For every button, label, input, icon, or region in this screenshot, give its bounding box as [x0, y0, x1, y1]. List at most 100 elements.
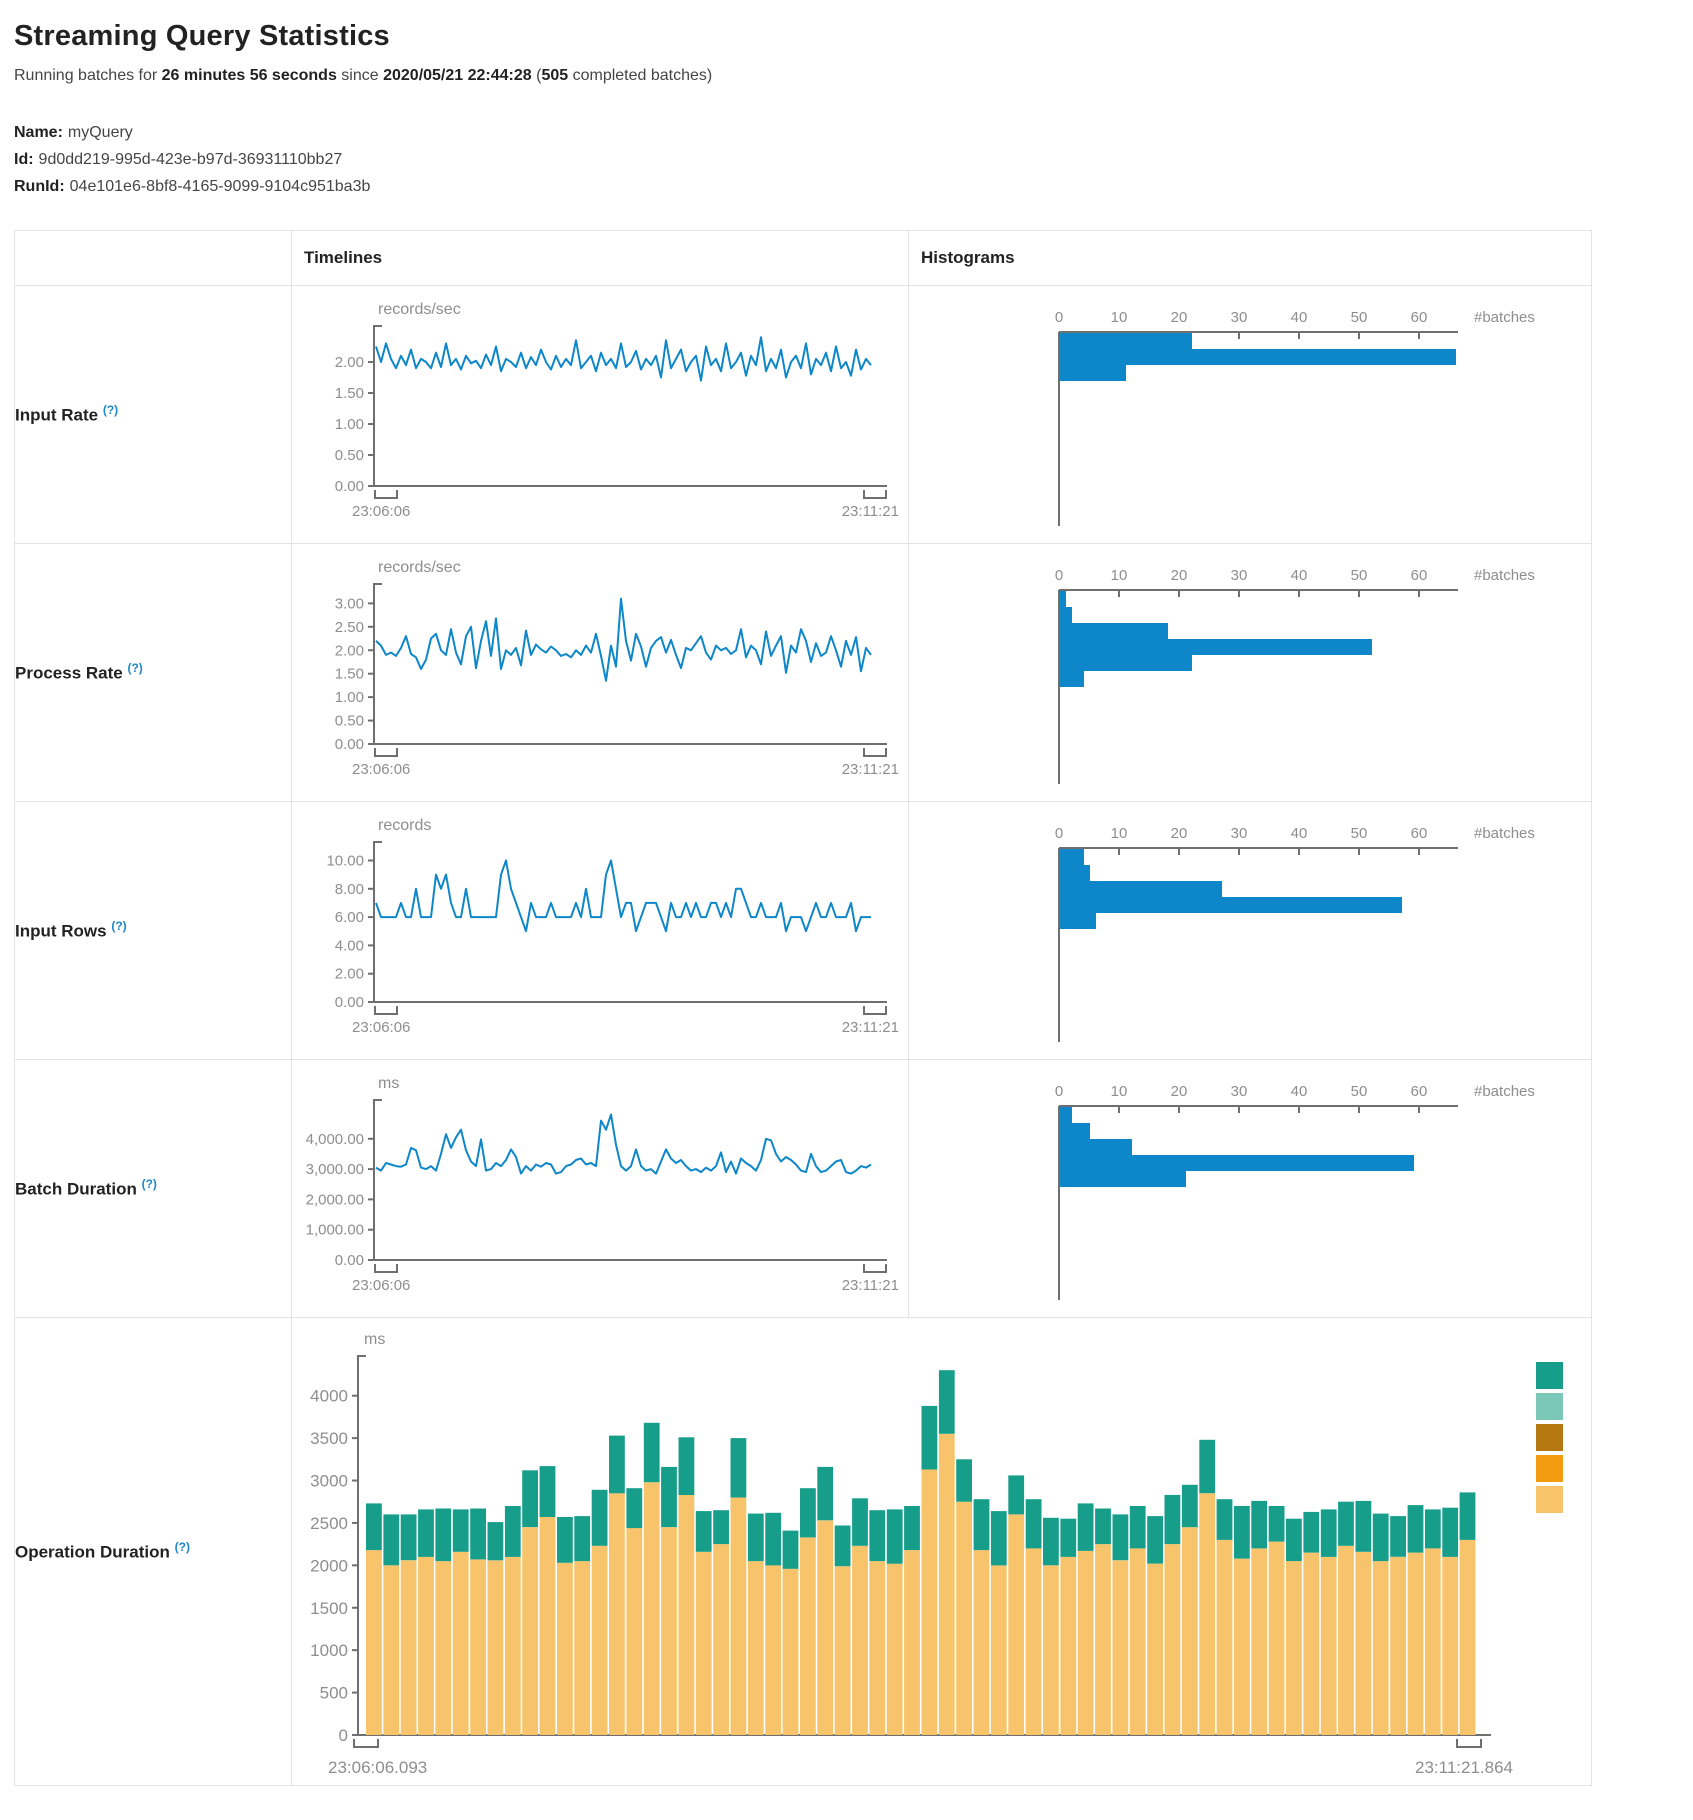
svg-text:ms: ms: [364, 1331, 385, 1348]
svg-text:50: 50: [1351, 825, 1368, 842]
table-header-row: Timelines Histograms: [14, 230, 1592, 286]
input-rows-timeline-chart: records 10.00 8.00 6.00 4.00 2.00 0.00 23:06:06…: [292, 802, 908, 1059]
svg-text:2.00: 2.00: [335, 642, 364, 659]
svg-text:#batches: #batches: [1474, 825, 1535, 842]
svg-text:23:06:06: 23:06:06: [352, 1019, 410, 1036]
svg-text:20: 20: [1171, 567, 1188, 584]
svg-text:4.00: 4.00: [335, 937, 364, 954]
svg-text:30: 30: [1231, 825, 1248, 842]
table-row: Batch Duration (?) ms 4,000.00 3,000.00 2,0…: [14, 1059, 1592, 1318]
streaming-query-statistics-page: Streaming Query Statistics Running batch…: [14, 20, 1610, 1786]
query-runid-value: 04e101e6-8bf8-4165-9099-9104c951ba3b: [69, 178, 371, 195]
help-icon[interactable]: (?): [127, 661, 143, 676]
svg-text:3.00: 3.00: [335, 595, 364, 612]
svg-text:30: 30: [1231, 1083, 1248, 1100]
svg-text:#batches: #batches: [1474, 309, 1535, 326]
help-icon[interactable]: (?): [111, 919, 127, 934]
svg-text:50: 50: [1351, 1083, 1368, 1100]
svg-text:6.00: 6.00: [335, 909, 364, 926]
batch-duration-timeline-chart: ms 4,000.00 3,000.00 2,000.00 1,000.00 0.00 23…: [292, 1060, 908, 1317]
query-meta: Name: myQuery Id: 9d0dd219-995d-423e-b97d-…: [14, 119, 1610, 200]
row-label-text: Input Rate: [15, 405, 99, 425]
input-rate-timeline-chart: records/sec 2.00 1.50 1.00 0.50 0.00 23:06:06 2…: [292, 286, 908, 543]
input-rows-histogram-chart: 0 10 20 30 40 50 60 #batches: [909, 802, 1591, 1059]
svg-text:10: 10: [1111, 567, 1128, 584]
svg-text:40: 40: [1291, 567, 1308, 584]
svg-text:1.00: 1.00: [335, 689, 364, 706]
svg-text:0.00: 0.00: [335, 1252, 364, 1269]
svg-text:4000: 4000: [310, 1387, 348, 1406]
table-row: Process Rate (?) records/sec 3.00 2.50 2.00…: [14, 543, 1592, 802]
svg-text:#batches: #batches: [1474, 1083, 1535, 1100]
svg-text:0: 0: [1055, 825, 1063, 842]
svg-text:0.00: 0.00: [335, 478, 364, 495]
svg-text:20: 20: [1171, 1083, 1188, 1100]
page-title: Streaming Query Statistics: [14, 20, 390, 52]
svg-text:10: 10: [1111, 825, 1128, 842]
svg-text:23:06:06: 23:06:06: [352, 1277, 410, 1294]
svg-text:40: 40: [1291, 825, 1308, 842]
svg-text:1.00: 1.00: [335, 416, 364, 433]
row-label-input-rows: Input Rows (?): [14, 801, 292, 1060]
svg-text:23:11:21: 23:11:21: [842, 761, 899, 778]
help-icon[interactable]: (?): [174, 1540, 190, 1555]
svg-text:10: 10: [1111, 1083, 1128, 1100]
svg-text:23:11:21: 23:11:21: [842, 1277, 899, 1294]
svg-text:#batches: #batches: [1474, 567, 1535, 584]
status-suffix: completed batches): [568, 67, 713, 84]
svg-text:10.00: 10.00: [326, 852, 364, 869]
svg-text:3500: 3500: [310, 1429, 348, 1448]
help-icon[interactable]: (?): [102, 403, 119, 418]
svg-text:23:11:21.864: 23:11:21.864: [1415, 1758, 1513, 1777]
svg-text:23:11:21: 23:11:21: [842, 1019, 899, 1036]
svg-text:30: 30: [1231, 567, 1248, 584]
svg-text:60: 60: [1411, 825, 1428, 842]
row-label-text: Operation Duration: [15, 1542, 170, 1562]
process-rate-timeline-chart: records/sec 3.00 2.50 2.00 1.50 1.00 0.50 0.00 2…: [292, 544, 908, 801]
svg-text:0.00: 0.00: [335, 736, 364, 753]
svg-text:1,000.00: 1,000.00: [306, 1222, 364, 1239]
row-label-text: Batch Duration: [15, 1179, 137, 1199]
svg-text:records/sec: records/sec: [378, 559, 461, 576]
row-label-text: Process Rate: [15, 663, 123, 683]
help-icon[interactable]: (?): [141, 1177, 157, 1192]
query-runid-line: RunId: 04e101e6-8bf8-4165-9099-9104c951ba…: [14, 173, 1610, 200]
row-label-input-rate: Input Rate (?): [14, 285, 292, 544]
svg-text:3000: 3000: [310, 1472, 348, 1491]
row-label-text: Input Rows: [15, 921, 107, 941]
svg-text:23:06:06: 23:06:06: [352, 503, 410, 520]
svg-text:4,000.00: 4,000.00: [306, 1131, 364, 1148]
svg-text:0: 0: [1055, 567, 1063, 584]
svg-text:2.50: 2.50: [335, 619, 364, 636]
svg-text:60: 60: [1411, 1083, 1428, 1100]
svg-text:23:11:21: 23:11:21: [842, 503, 899, 520]
svg-text:60: 60: [1411, 567, 1428, 584]
svg-text:50: 50: [1351, 309, 1368, 326]
svg-text:ms: ms: [378, 1075, 399, 1092]
svg-text:2.00: 2.00: [335, 966, 364, 983]
svg-text:0: 0: [1055, 309, 1063, 326]
svg-text:23:06:06.093: 23:06:06.093: [328, 1758, 427, 1777]
status-duration: 26 minutes 56 seconds: [161, 67, 337, 84]
process-rate-histogram-chart: 0 10 20 30 40 50 60 #batches: [909, 544, 1591, 801]
svg-text:3,000.00: 3,000.00: [306, 1161, 364, 1178]
statistics-table: Timelines Histograms Input Rate (?) reco…: [14, 230, 1592, 1786]
row-label-operation-duration: Operation Duration (?): [14, 1317, 292, 1786]
svg-text:0: 0: [339, 1726, 348, 1745]
header-timelines: Timelines: [291, 230, 909, 286]
svg-text:50: 50: [1351, 567, 1368, 584]
svg-text:0.00: 0.00: [335, 994, 364, 1011]
svg-text:records: records: [378, 817, 431, 834]
svg-text:2,000.00: 2,000.00: [306, 1191, 364, 1208]
svg-text:0: 0: [1055, 1083, 1063, 1100]
query-name-value: myQuery: [67, 124, 133, 141]
svg-text:1500: 1500: [310, 1599, 348, 1618]
query-id-label: Id:: [14, 151, 34, 168]
query-id-line: Id: 9d0dd219-995d-423e-b97d-36931110bb27: [14, 146, 1610, 173]
svg-text:1.50: 1.50: [335, 385, 364, 402]
table-row: Input Rate (?) records/sec 2.00 1.50 1.00 0.…: [14, 285, 1592, 544]
svg-text:8.00: 8.00: [335, 881, 364, 898]
svg-text:10: 10: [1111, 309, 1128, 326]
status-batch-count: 505: [541, 67, 569, 84]
svg-text:2000: 2000: [310, 1556, 348, 1575]
